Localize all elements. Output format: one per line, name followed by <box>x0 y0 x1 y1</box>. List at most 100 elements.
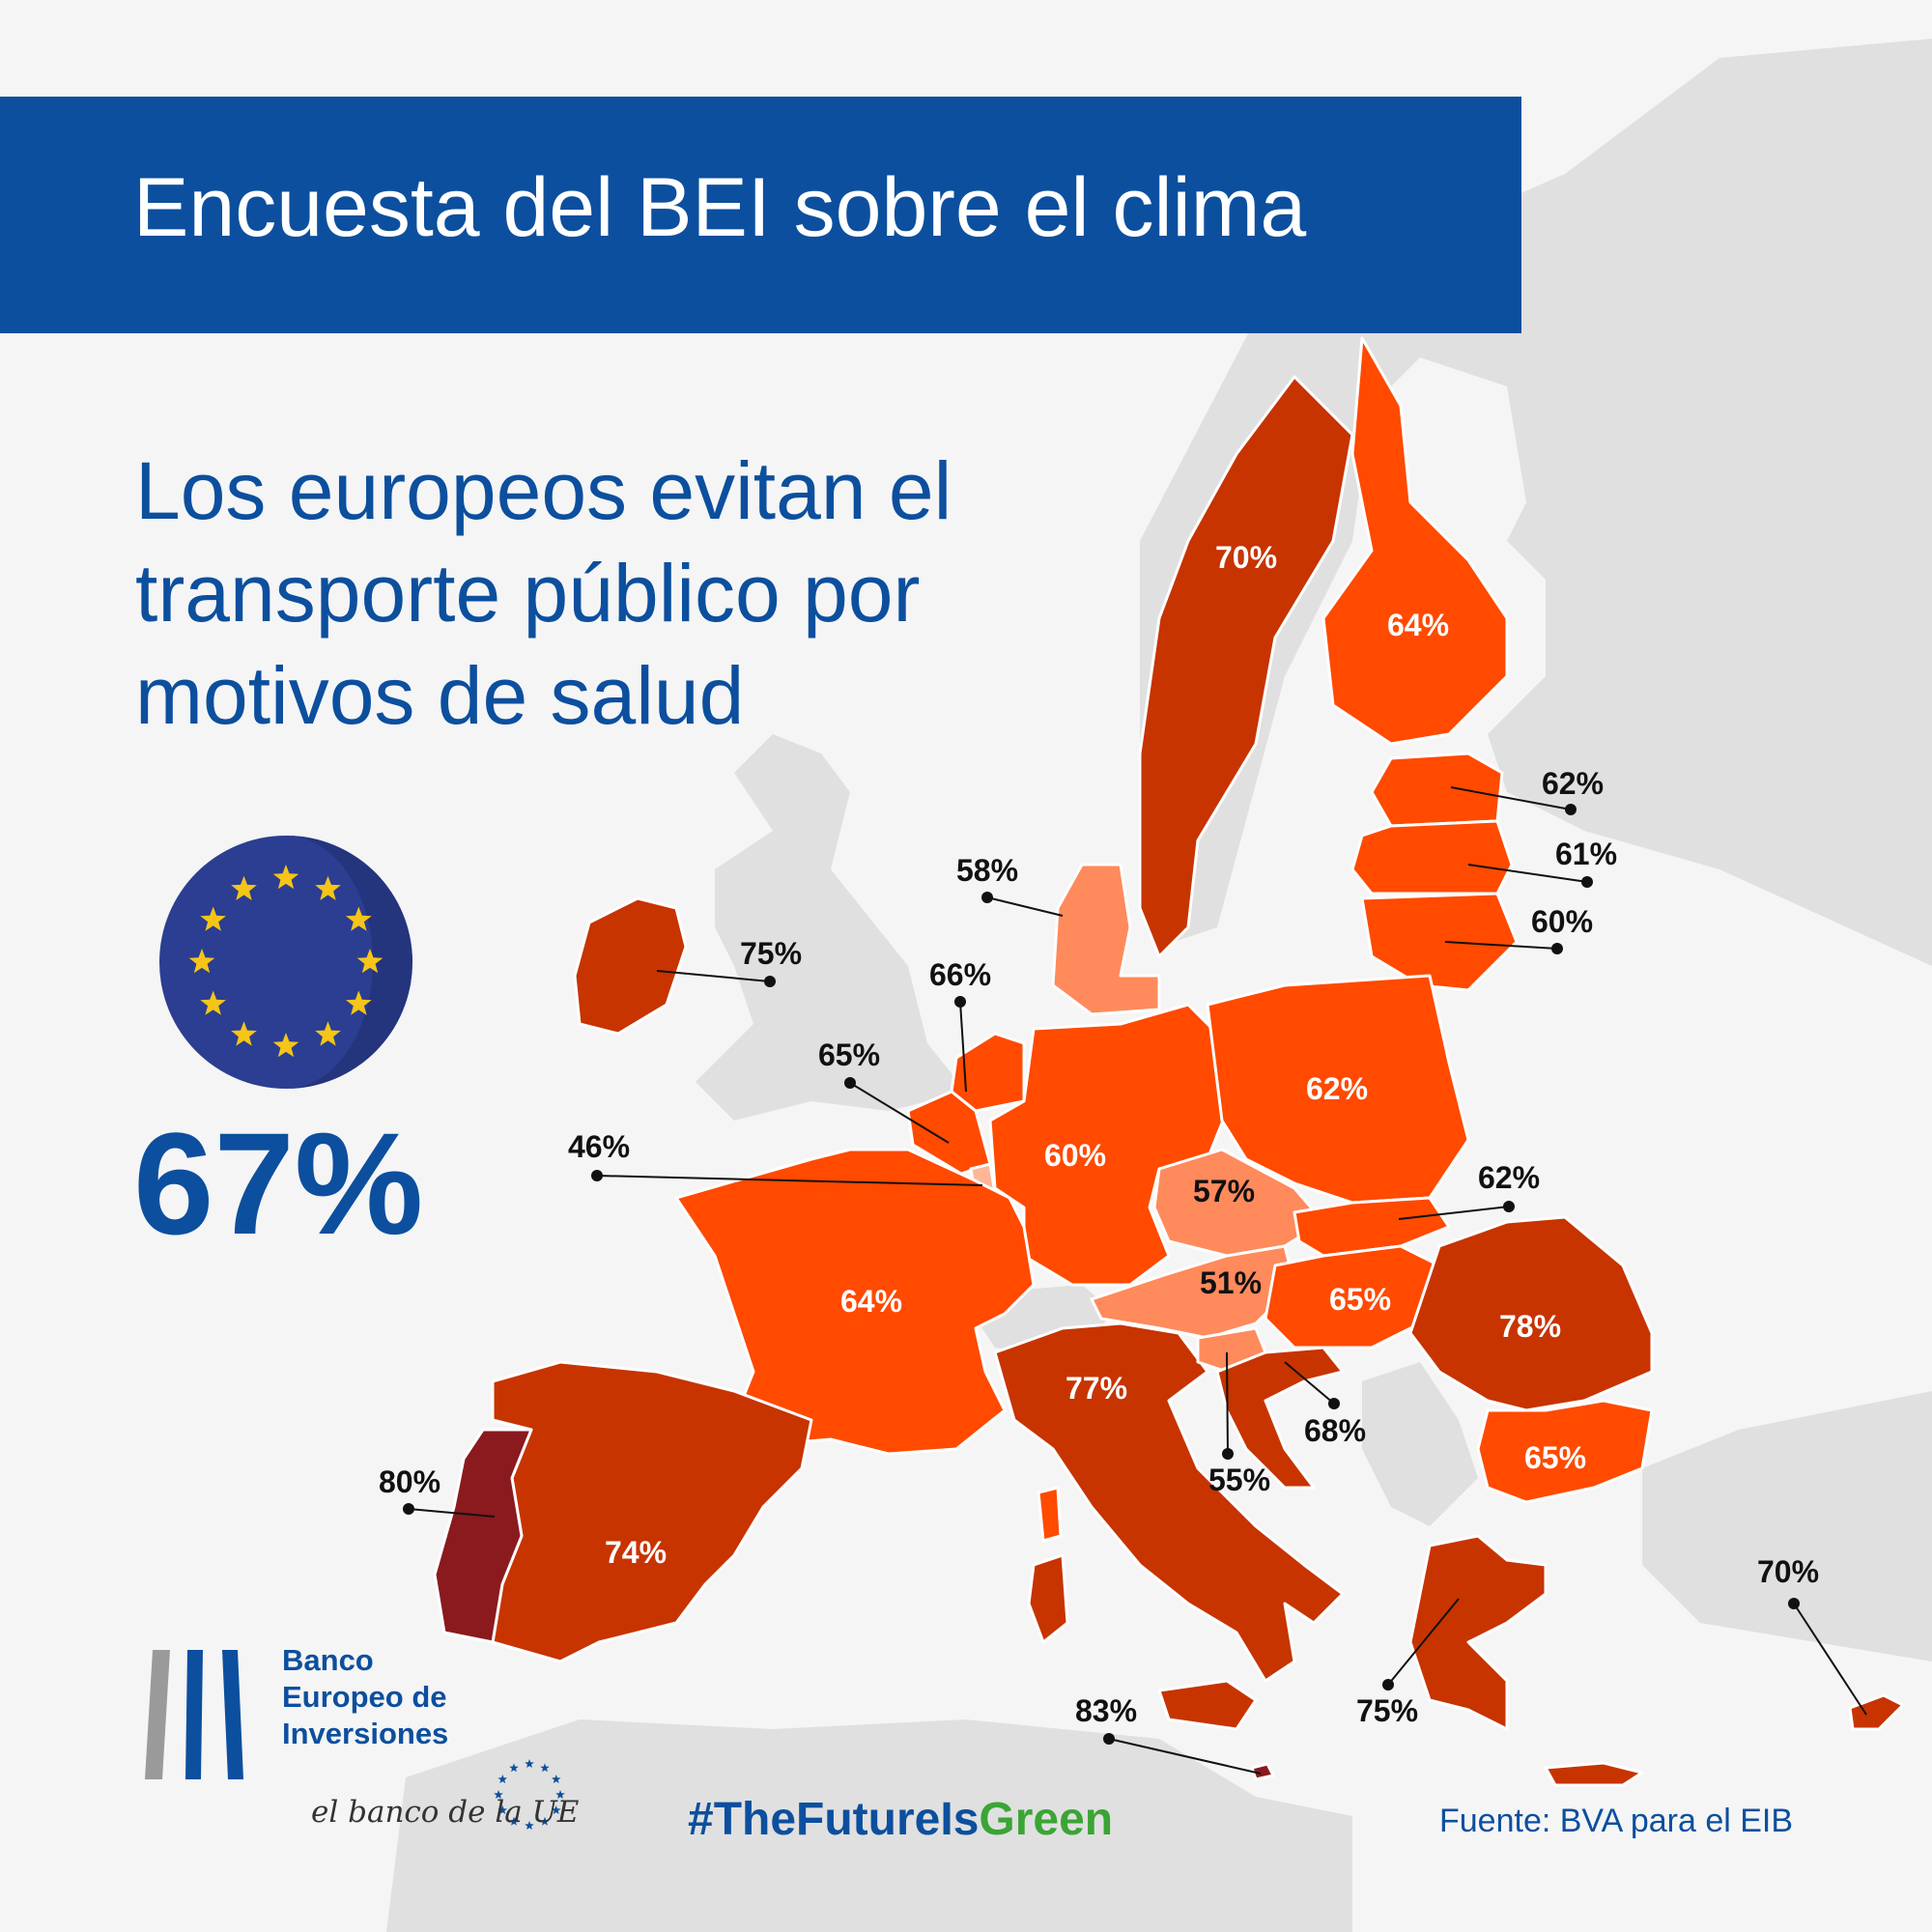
flag-star <box>315 1021 341 1046</box>
country-corsica[interactable] <box>1037 1486 1063 1543</box>
country-croatia[interactable] <box>1215 1346 1345 1490</box>
leader-line-luxembourg <box>596 1175 983 1186</box>
country-sardinia[interactable] <box>1027 1553 1069 1644</box>
country-greece[interactable] <box>1408 1534 1548 1731</box>
eu-countries <box>433 336 1905 1787</box>
logo-star <box>540 1763 550 1773</box>
country-lithuania[interactable] <box>1360 892 1519 992</box>
flag-star <box>272 865 299 890</box>
country-cyprus[interactable] <box>1848 1693 1905 1731</box>
country-estonia[interactable] <box>1370 752 1504 828</box>
value-label-slovakia: 62% <box>1478 1160 1540 1195</box>
leader-line-croatia <box>1284 1361 1335 1405</box>
leader-dot-latvia <box>1581 876 1593 888</box>
leader-dot-cyprus <box>1788 1598 1800 1609</box>
eu-average-value: 67% <box>133 1102 424 1264</box>
country-finland[interactable] <box>1321 336 1509 746</box>
logo-star <box>509 1763 519 1773</box>
headline: Los europeos evitan el transporte públic… <box>135 440 1101 747</box>
flag-star <box>346 906 372 931</box>
value-label-portugal: 80% <box>379 1464 440 1499</box>
value-label-czechia: 57% <box>1193 1174 1255 1208</box>
headline-line-1: Los europeos evitan el <box>135 445 952 536</box>
leader-dot-ireland <box>764 976 776 987</box>
value-label-denmark: 58% <box>956 853 1018 888</box>
turkey-land <box>1642 1391 1932 1662</box>
balkans-land <box>1362 1362 1478 1526</box>
logo-star <box>525 1759 534 1768</box>
leader-line-lithuania <box>1444 941 1558 950</box>
country-latvia[interactable] <box>1350 819 1514 895</box>
value-label-estonia: 62% <box>1542 766 1604 801</box>
leader-line-malta <box>1108 1738 1262 1775</box>
title-banner <box>0 97 1521 333</box>
value-label-belgium: 65% <box>818 1037 880 1072</box>
value-label-poland: 62% <box>1306 1071 1368 1106</box>
country-crete[interactable] <box>1544 1761 1644 1787</box>
logo-star <box>525 1821 534 1830</box>
country-romania[interactable] <box>1408 1215 1654 1412</box>
eu-flag-icon <box>159 836 412 1089</box>
logo-star <box>552 1775 561 1783</box>
value-label-france: 64% <box>840 1284 902 1319</box>
eu-flag-stars <box>188 865 384 1058</box>
country-spain[interactable] <box>491 1360 813 1663</box>
value-label-latvia: 61% <box>1555 837 1617 871</box>
leader-dots <box>403 804 1800 1745</box>
logo-star <box>497 1805 507 1814</box>
logo-star <box>555 1790 565 1799</box>
hashtag[interactable]: #TheFutureIsGreen <box>688 1793 1113 1846</box>
value-label-malta: 83% <box>1075 1693 1137 1728</box>
country-portugal[interactable] <box>433 1428 533 1644</box>
logo-stars <box>494 1759 565 1830</box>
country-germany[interactable] <box>988 1003 1229 1287</box>
leader-dot-estonia <box>1565 804 1577 815</box>
value-label-bulgaria: 65% <box>1524 1440 1586 1475</box>
hashtag-part-1: #TheFutureIs <box>688 1794 980 1845</box>
flag-star <box>200 906 226 931</box>
value-label-austria: 51% <box>1200 1265 1262 1300</box>
bank-name: Banco Europeo de Inversiones <box>282 1642 448 1752</box>
value-label-italy: 77% <box>1065 1371 1127 1406</box>
country-slovakia[interactable] <box>1293 1196 1451 1258</box>
headline-line-3: motivos de salud <box>135 650 745 741</box>
value-label-germany: 60% <box>1044 1138 1106 1173</box>
flag-star <box>346 990 372 1015</box>
value-labels: 70% 64% 62% 61% 60% 58% 75% 66% 65% 46% 60% 62% 57% 6… <box>379 540 1819 1728</box>
bank-name-line-3: Inversiones <box>282 1717 449 1750</box>
logo-star <box>494 1790 503 1799</box>
value-label-spain: 74% <box>605 1535 667 1570</box>
country-ireland[interactable] <box>573 896 688 1036</box>
leader-line-netherlands <box>959 1001 967 1093</box>
bank-name-line-2: Europeo de <box>282 1680 447 1714</box>
leader-line-portugal <box>408 1508 496 1518</box>
leader-dot-luxembourg <box>591 1170 603 1181</box>
logo-star <box>540 1816 550 1826</box>
leader-line-greece <box>1387 1598 1460 1686</box>
value-label-greece: 75% <box>1356 1693 1418 1728</box>
leader-lines <box>408 786 1867 1775</box>
leader-dot-greece <box>1382 1679 1394 1690</box>
value-label-ireland: 75% <box>740 936 802 971</box>
leader-line-estonia <box>1450 786 1572 810</box>
leader-line-slovakia <box>1398 1206 1510 1220</box>
non-eu-land <box>386 39 1932 1932</box>
flag-star <box>188 949 215 974</box>
value-label-netherlands: 66% <box>929 957 991 992</box>
bank-tagline: el banco de la UE <box>311 1795 580 1830</box>
country-malta[interactable] <box>1250 1762 1275 1781</box>
leader-dot-slovenia <box>1222 1448 1234 1460</box>
country-italy[interactable] <box>993 1321 1345 1683</box>
value-label-romania: 78% <box>1499 1309 1561 1344</box>
leader-dot-lithuania <box>1551 943 1563 954</box>
country-denmark[interactable] <box>1051 863 1161 1016</box>
country-sweden[interactable] <box>1138 375 1354 958</box>
banner-title: Encuesta del BEI sobre el clima <box>133 161 1307 254</box>
flag-star <box>231 875 257 900</box>
country-bulgaria[interactable] <box>1476 1399 1654 1504</box>
country-sicily[interactable] <box>1157 1679 1258 1731</box>
source-note: Fuente: BVA para el EIB <box>1439 1803 1794 1839</box>
leader-dot-netherlands <box>954 996 966 1008</box>
logo-star <box>552 1805 561 1814</box>
